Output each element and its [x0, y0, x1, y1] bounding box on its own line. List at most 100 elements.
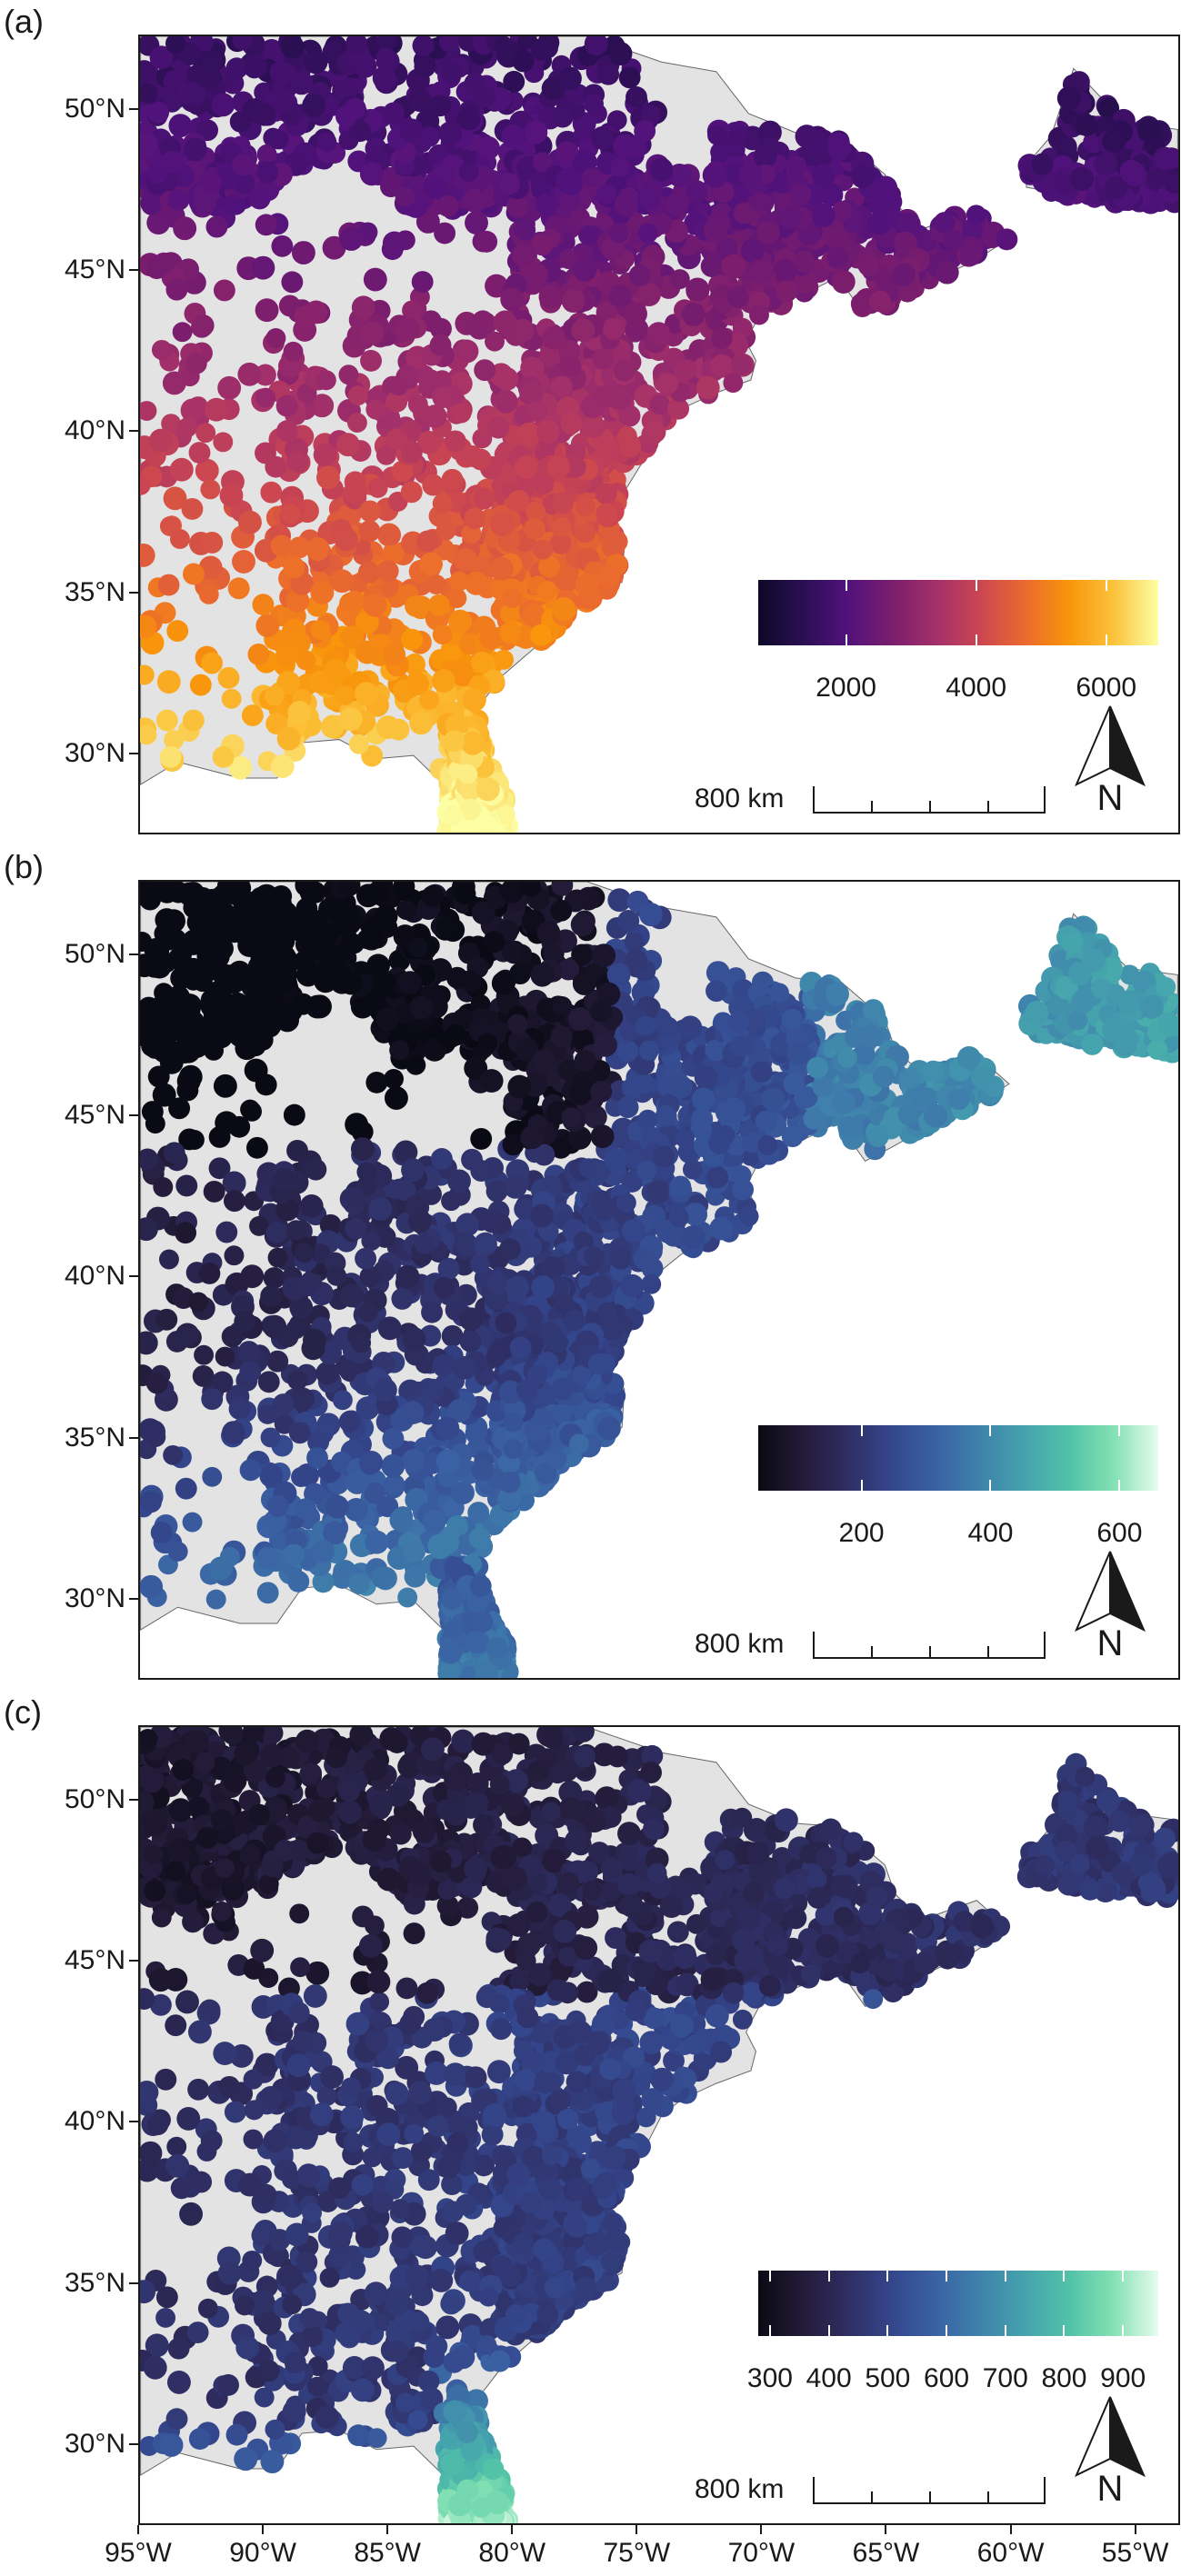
occurrence-point — [733, 202, 756, 225]
occurrence-point — [217, 666, 240, 689]
occurrence-point — [165, 278, 188, 301]
scale-bar-tick — [1044, 786, 1046, 814]
map-panel-a: 2000 4000 6000 800 km N — [138, 35, 1180, 834]
occurrence-point — [286, 451, 308, 474]
occurrence-point — [438, 36, 459, 53]
occurrence-point — [423, 404, 447, 429]
occurrence-point — [530, 624, 553, 646]
occurrence-point — [182, 1512, 203, 1533]
occurrence-point — [474, 817, 498, 833]
occurrence-point — [168, 114, 193, 138]
occurrence-point — [522, 604, 546, 628]
occurrence-point — [271, 91, 294, 114]
occurrence-point — [375, 715, 400, 740]
occurrence-point — [201, 652, 223, 674]
occurrence-point — [355, 682, 378, 706]
occurrence-point — [140, 543, 155, 567]
scale-bar-a — [813, 786, 1049, 814]
occurrence-point — [302, 94, 326, 117]
occurrence-point — [407, 394, 428, 414]
scale-bar-tick — [987, 801, 989, 814]
occurrence-point — [402, 300, 422, 321]
occurrence-point — [265, 455, 287, 478]
occurrence-point — [495, 804, 515, 825]
occurrence-point — [265, 328, 286, 348]
occurrence-point — [740, 239, 765, 264]
occurrence-point — [619, 435, 642, 458]
occurrence-point — [700, 255, 723, 277]
occurrence-point — [464, 507, 486, 530]
occurrence-point — [608, 42, 633, 65]
occurrence-point — [731, 354, 752, 375]
occurrence-point — [726, 285, 749, 308]
occurrence-point — [192, 1364, 215, 1387]
occurrence-point — [163, 486, 187, 511]
occurrence-point — [208, 1157, 231, 1180]
occurrence-point — [289, 1295, 314, 1320]
occurrence-point — [401, 628, 423, 651]
occurrence-point — [432, 493, 453, 514]
north-arrow-left — [1075, 705, 1111, 787]
occurrence-point — [893, 231, 917, 255]
occurrence-point — [147, 101, 170, 124]
occurrence-point — [394, 1140, 418, 1164]
occurrence-point — [380, 175, 402, 198]
occurrence-point — [618, 187, 639, 207]
occurrence-point — [232, 36, 253, 51]
occurrence-point — [265, 713, 288, 734]
occurrence-point — [1146, 167, 1168, 190]
occurrence-point — [935, 260, 959, 285]
occurrence-point — [536, 419, 560, 444]
panel-b-letter: (b) — [4, 848, 44, 885]
occurrence-point — [244, 54, 268, 78]
occurrence-point — [201, 532, 224, 554]
occurrence-point — [559, 354, 582, 377]
occurrence-point — [182, 563, 205, 585]
occurrence-point — [255, 614, 280, 638]
occurrence-point — [438, 121, 463, 145]
occurrence-point — [434, 222, 456, 245]
occurrence-point — [310, 620, 331, 640]
occurrence-point — [430, 317, 452, 340]
occurrence-point — [140, 60, 156, 85]
occurrence-point — [758, 120, 782, 145]
occurrence-point — [475, 230, 498, 253]
occurrence-point — [256, 161, 279, 184]
occurrence-point — [252, 594, 275, 616]
occurrence-point — [811, 164, 836, 188]
occurrence-point — [177, 417, 198, 438]
occurrence-point — [384, 643, 406, 665]
occurrence-point — [502, 588, 523, 609]
occurrence-point — [707, 125, 727, 145]
occurrence-point — [331, 1567, 354, 1589]
occurrence-point — [1031, 153, 1054, 175]
occurrence-point — [200, 479, 221, 500]
occurrence-point — [287, 701, 312, 724]
occurrence-point — [607, 888, 632, 913]
occurrence-point — [850, 293, 873, 315]
occurrence-point — [340, 625, 365, 650]
occurrence-point — [500, 287, 525, 312]
occurrence-point — [227, 577, 250, 600]
occurrence-point — [169, 457, 194, 482]
occurrence-point — [826, 132, 850, 156]
occurrence-point — [429, 334, 452, 356]
occurrence-point — [180, 398, 205, 423]
occurrence-point — [164, 730, 185, 751]
occurrence-point — [710, 354, 735, 378]
occurrence-point — [896, 212, 921, 236]
occurrence-point — [140, 724, 157, 745]
occurrence-point — [558, 249, 579, 270]
occurrence-point — [162, 371, 186, 395]
occurrence-point — [188, 442, 211, 464]
occurrence-point — [228, 755, 253, 780]
occurrence-point — [458, 633, 481, 655]
occurrence-point — [681, 302, 706, 326]
occurrence-point — [140, 83, 158, 104]
occurrence-point — [552, 596, 575, 621]
occurrence-point — [526, 263, 548, 285]
occurrence-point — [440, 61, 463, 84]
map-panel-b: 200 400 600 800 km N — [138, 880, 1180, 1680]
occurrence-point — [750, 259, 774, 283]
occurrence-point — [255, 298, 279, 323]
